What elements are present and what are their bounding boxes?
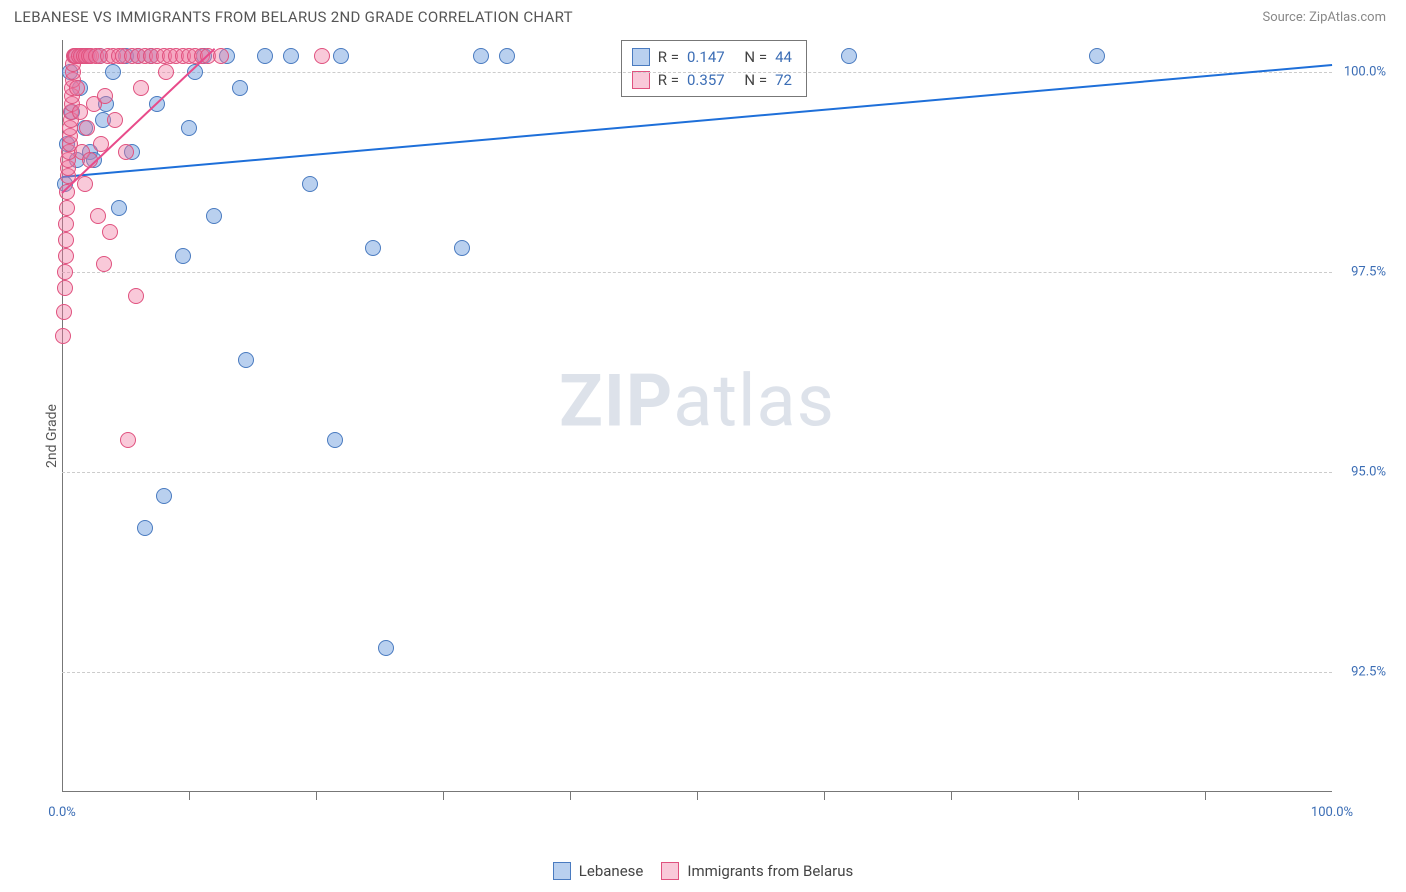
data-point: [105, 64, 121, 80]
data-point: [96, 256, 112, 272]
data-point: [59, 200, 75, 216]
data-point: [1089, 48, 1105, 64]
watermark-light: atlas: [673, 358, 835, 443]
data-point: [97, 88, 113, 104]
data-point: [57, 264, 73, 280]
data-point: [158, 64, 174, 80]
data-point: [232, 80, 248, 96]
data-point: [90, 208, 106, 224]
x-tick: [443, 792, 444, 800]
legend-label-belarus: Immigrants from Belarus: [687, 862, 853, 880]
chart-area: 2nd Grade ZIPatlas R = 0.147 N = 44 R = …: [14, 40, 1392, 832]
source-attribution: Source: ZipAtlas.com: [1262, 10, 1386, 25]
watermark: ZIPatlas: [559, 358, 835, 443]
source-label: Source:: [1262, 10, 1309, 25]
data-point: [378, 640, 394, 656]
data-point: [107, 112, 123, 128]
r-label: R =: [658, 46, 679, 69]
data-point: [58, 216, 74, 232]
x-tick: [570, 792, 571, 800]
x-tick-label: 0.0%: [48, 805, 76, 820]
data-point: [58, 232, 74, 248]
gridline-h: [62, 672, 1332, 673]
x-tick: [1078, 792, 1079, 800]
legend-swatch-belarus: [661, 862, 679, 880]
data-point: [102, 224, 118, 240]
data-point: [206, 208, 222, 224]
x-tick: [189, 792, 190, 800]
data-point: [120, 432, 136, 448]
data-point: [454, 240, 470, 256]
data-point: [137, 520, 153, 536]
data-point: [55, 328, 71, 344]
data-point: [57, 280, 73, 296]
chart-header: LEBANESE VS IMMIGRANTS FROM BELARUS 2ND …: [0, 0, 1406, 30]
data-point: [365, 240, 381, 256]
chart-title: LEBANESE VS IMMIGRANTS FROM BELARUS 2ND …: [14, 8, 573, 26]
r-value-lebanese: 0.147: [687, 46, 725, 69]
data-point: [77, 176, 93, 192]
stats-legend-box: R = 0.147 N = 44 R = 0.357 N = 72: [621, 40, 807, 97]
data-point: [128, 288, 144, 304]
data-point: [283, 48, 299, 64]
data-point: [841, 48, 857, 64]
stats-row-lebanese: R = 0.147 N = 44: [632, 46, 792, 69]
data-point: [327, 432, 343, 448]
legend-item-belarus: Immigrants from Belarus: [661, 862, 853, 880]
data-point: [314, 48, 330, 64]
y-tick-label: 95.0%: [1351, 465, 1386, 480]
watermark-bold: ZIP: [559, 358, 673, 443]
swatch-lebanese: [632, 48, 650, 66]
swatch-belarus: [632, 71, 650, 89]
bottom-legend: Lebanese Immigrants from Belarus: [0, 862, 1406, 880]
data-point: [333, 48, 349, 64]
data-point: [499, 48, 515, 64]
data-point: [257, 48, 273, 64]
y-tick-label: 92.5%: [1351, 665, 1386, 680]
source-link[interactable]: ZipAtlas.com: [1309, 10, 1386, 25]
y-axis-label: 2nd Grade: [44, 404, 60, 468]
data-point: [56, 304, 72, 320]
data-point: [111, 200, 127, 216]
data-point: [238, 352, 254, 368]
n-label: N =: [744, 46, 767, 69]
n-value-lebanese: 44: [775, 46, 792, 69]
data-point: [133, 80, 149, 96]
legend-swatch-lebanese: [553, 862, 571, 880]
data-point: [58, 248, 74, 264]
plot-area: ZIPatlas R = 0.147 N = 44 R = 0.357 N = …: [62, 40, 1332, 792]
data-point: [79, 120, 95, 136]
x-tick: [1205, 792, 1206, 800]
y-tick-label: 97.5%: [1351, 265, 1386, 280]
data-point: [213, 48, 229, 64]
x-tick: [316, 792, 317, 800]
data-point: [69, 80, 85, 96]
x-tick: [951, 792, 952, 800]
y-tick-label: 100.0%: [1344, 65, 1386, 80]
data-point: [156, 488, 172, 504]
data-point: [302, 176, 318, 192]
legend-label-lebanese: Lebanese: [579, 862, 644, 880]
data-point: [118, 144, 134, 160]
gridline-h: [62, 72, 1332, 73]
data-point: [175, 248, 191, 264]
legend-item-lebanese: Lebanese: [553, 862, 644, 880]
data-point: [181, 120, 197, 136]
gridline-h: [62, 272, 1332, 273]
x-tick-label: 100.0%: [1311, 805, 1353, 820]
data-point: [473, 48, 489, 64]
gridline-h: [62, 472, 1332, 473]
x-tick: [697, 792, 698, 800]
x-tick: [824, 792, 825, 800]
